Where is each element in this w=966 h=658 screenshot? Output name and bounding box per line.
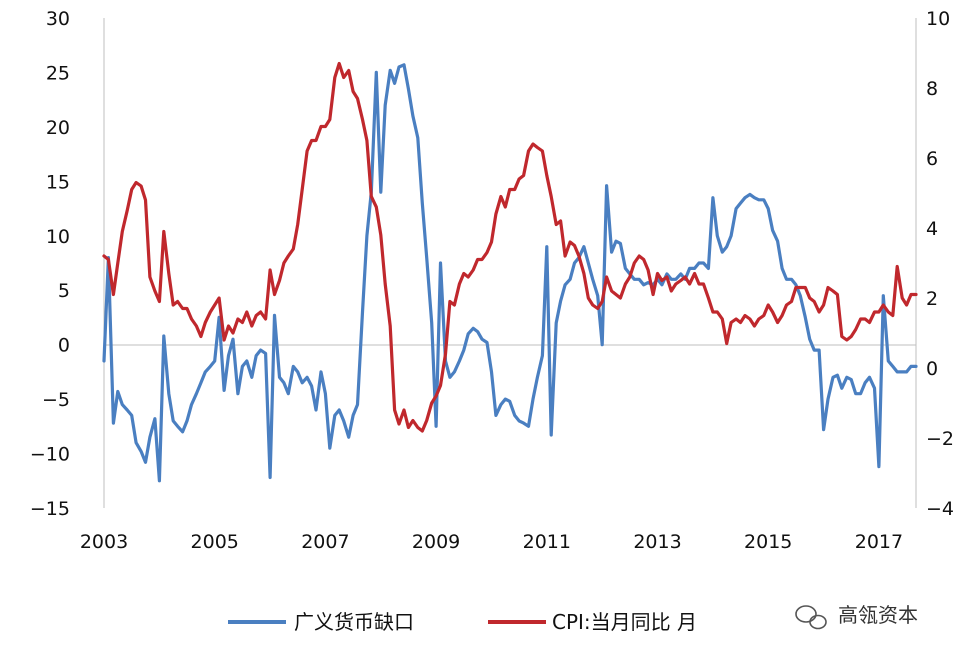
x-tick-labels: 2003 2005 2007 2009 2011 2013 2015 2017 <box>80 531 903 553</box>
x-tick-label: 2005 <box>191 531 239 553</box>
right-y-tick-label: 4 <box>926 218 938 240</box>
left-y-tick-label: 10 <box>46 226 70 248</box>
series-line-m2-gap <box>102 63 918 483</box>
wechat-icon <box>795 605 827 630</box>
x-tick-label: 2003 <box>80 531 128 553</box>
left-y-tick-label: 30 <box>46 8 70 30</box>
left-y-tick-label: 5 <box>58 280 70 302</box>
right-y-tick-label: 8 <box>926 78 938 100</box>
left-y-tick-label: 15 <box>46 171 70 193</box>
chart-axes <box>103 18 917 508</box>
x-tick-label: 2007 <box>301 531 349 553</box>
right-y-tick-label: 0 <box>926 358 938 380</box>
right-y-tick-label: −2 <box>926 428 954 450</box>
right-y-tick-label: 6 <box>926 148 938 170</box>
left-y-tick-label: −10 <box>30 444 70 466</box>
left-y-tick-label: 0 <box>58 335 70 357</box>
left-y-tick-labels: −15 −10 −5 0 5 10 15 20 25 30 <box>30 8 70 520</box>
right-y-tick-label: 2 <box>926 288 938 310</box>
legend-label-cpi: CPI:当月同比 月 <box>552 610 697 634</box>
right-y-tick-labels: −4 −2 0 2 4 6 8 10 <box>926 8 954 520</box>
watermark: 高瓴资本 <box>795 603 918 630</box>
legend: 广义货币缺口 CPI:当月同比 月 <box>228 610 697 634</box>
watermark-text: 高瓴资本 <box>838 603 918 627</box>
x-tick-label: 2013 <box>633 531 681 553</box>
x-tick-label: 2017 <box>855 531 903 553</box>
legend-label-m2-gap: 广义货币缺口 <box>294 610 414 634</box>
x-tick-label: 2009 <box>412 531 460 553</box>
series-line-cpi <box>102 61 918 433</box>
x-tick-label: 2015 <box>744 531 792 553</box>
left-y-tick-label: 25 <box>46 62 70 84</box>
right-y-tick-label: −4 <box>926 498 954 520</box>
legend-item-cpi: CPI:当月同比 月 <box>488 610 697 634</box>
x-tick-label: 2011 <box>523 531 571 553</box>
right-y-tick-label: 10 <box>926 8 950 30</box>
left-y-tick-label: 20 <box>46 117 70 139</box>
left-y-tick-label: −5 <box>42 389 70 411</box>
left-y-tick-label: −15 <box>30 498 70 520</box>
series-layer <box>102 61 918 483</box>
legend-item-m2-gap: 广义货币缺口 <box>228 610 414 634</box>
